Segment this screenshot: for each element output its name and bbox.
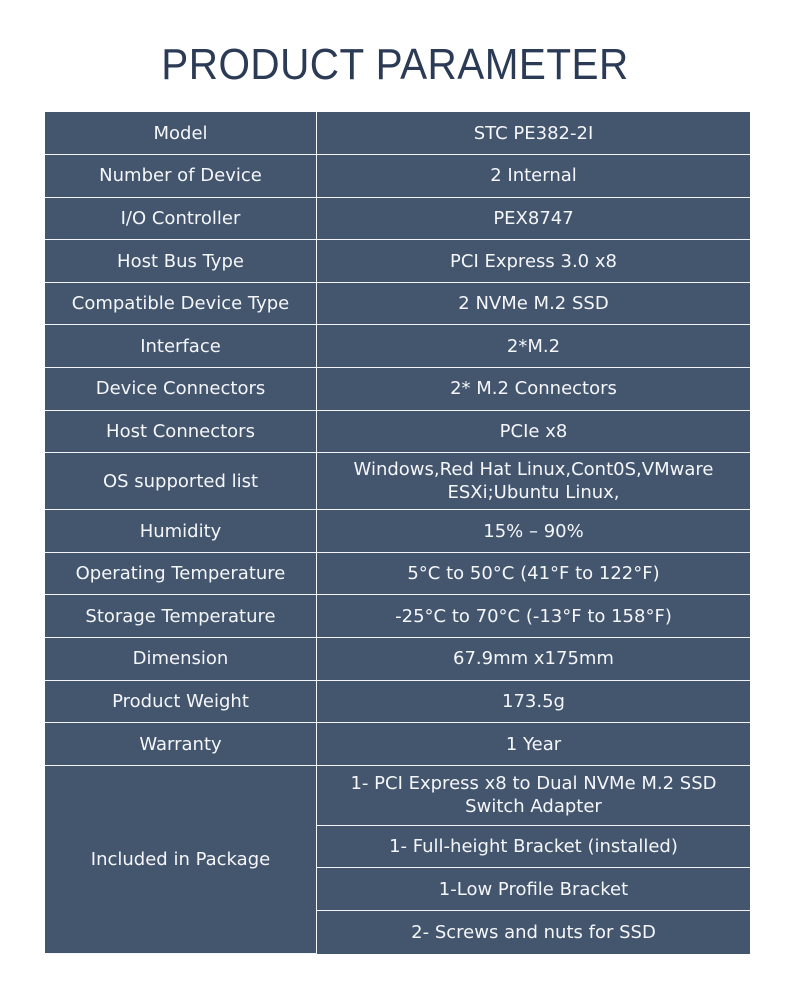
table-row: 1- Full-height Bracket (installed) [45, 824, 750, 869]
parameter-label: Operating Temperature [45, 551, 317, 596]
table-row: Operating Temperature 5°C to 50°C (41°F t… [45, 551, 750, 596]
parameter-value: 2 Internal [316, 154, 750, 198]
table-row: Number of Device 2 Internal [45, 154, 750, 198]
parameter-value: 5°C to 50°C (41°F to 122°F) [316, 551, 750, 596]
parameter-value: PCI Express 3.0 x8 [316, 239, 750, 283]
parameter-label: Host Connectors [45, 409, 317, 454]
parameter-label: Storage Temperature [45, 594, 317, 639]
parameter-table: Model STC PE382-2I Number of Device 2 Inter… [45, 112, 750, 954]
parameter-label: Warranty [45, 722, 317, 766]
table-row: Warranty 1 Year [45, 722, 750, 766]
package-label: Included in Package [45, 764, 317, 954]
parameter-label: OS supported list [45, 452, 317, 511]
package-item: 2- Screws and nuts for SSD [316, 910, 750, 954]
table-row: Dimension 67.9mm x175mm [45, 637, 750, 681]
parameter-label: Compatible Device Type [45, 281, 317, 326]
parameter-label: Host Bus Type [45, 239, 317, 283]
parameter-value: STC PE382-2I [316, 112, 750, 156]
parameter-label: Dimension [45, 637, 317, 681]
parameter-value: 173.5g [316, 679, 750, 724]
parameter-value: Windows,Red Hat Linux,Cont0S,VMware ESXi… [316, 452, 750, 511]
package-item: 1-Low Profile Bracket [316, 867, 750, 911]
parameter-value: PEX8747 [316, 196, 750, 241]
parameter-value: PCIe x8 [316, 409, 750, 454]
table-row: OS supported list Windows,Red Hat Linux,C… [45, 452, 750, 511]
parameter-label: Product Weight [45, 679, 317, 724]
parameter-value: 2 NVMe M.2 SSD [316, 281, 750, 326]
table-row: Host Connectors PCIe x8 [45, 409, 750, 454]
parameter-label: Humidity [45, 509, 317, 553]
table-row: Compatible Device Type 2 NVMe M.2 SSD [45, 281, 750, 326]
parameter-value: -25°C to 70°C (-13°F to 158°F) [316, 594, 750, 639]
parameter-value: 1 Year [316, 722, 750, 766]
table-row: Product Weight 173.5g [45, 679, 750, 724]
table-row: Host Bus Type PCI Express 3.0 x8 [45, 239, 750, 283]
table-row: Device Connectors 2* M.2 Connectors [45, 367, 750, 411]
parameter-value: 67.9mm x175mm [316, 637, 750, 681]
table-row: 2- Screws and nuts for SSD [45, 910, 750, 954]
package-item: 1- Full-height Bracket (installed) [316, 824, 750, 869]
parameter-label: Device Connectors [45, 367, 317, 411]
parameter-label: Model [45, 112, 317, 156]
table-row: Included in Package 1- PCI Express x8 to … [45, 764, 750, 954]
table-row: Model STC PE382-2I [45, 112, 750, 156]
parameter-value: 2*M.2 [316, 324, 750, 369]
table-row: Humidity 15% – 90% [45, 509, 750, 553]
table-row: I/O Controller PEX8747 [45, 196, 750, 241]
parameter-label: Number of Device [45, 154, 317, 198]
table-row: Interface 2*M.2 [45, 324, 750, 369]
parameter-label: Interface [45, 324, 317, 369]
table-row: Storage Temperature -25°C to 70°C (-13°F … [45, 594, 750, 639]
package-item: 1- PCI Express x8 to Dual NVMe M.2 SSD S… [316, 764, 750, 826]
page-title: PRODUCT PARAMETER [161, 40, 629, 89]
table-row: 1-Low Profile Bracket [45, 867, 750, 911]
parameter-value: 15% – 90% [316, 509, 750, 553]
parameter-label: I/O Controller [45, 196, 317, 241]
parameter-value: 2* M.2 Connectors [316, 367, 750, 411]
